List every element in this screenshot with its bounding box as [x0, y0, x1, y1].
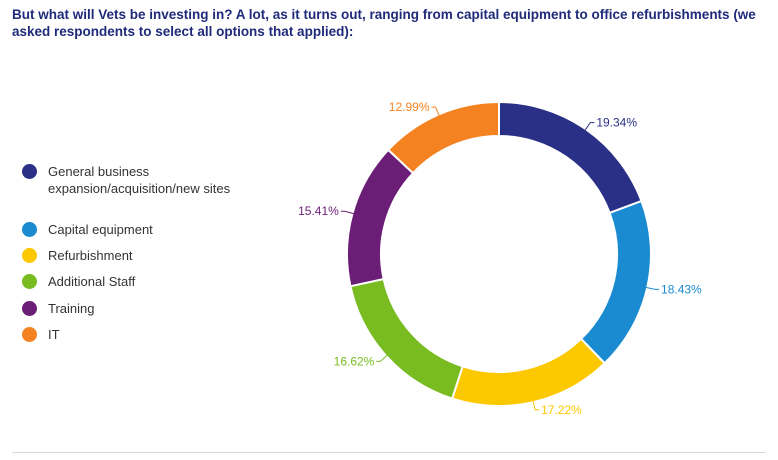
slice-label-3: 16.62%	[334, 354, 375, 368]
legend-item-additional-staff[interactable]: Additional Staff	[22, 273, 232, 300]
leader-line-4	[340, 210, 355, 215]
legend-label: IT	[48, 327, 60, 342]
slice-label-4: 15.41%	[298, 204, 339, 218]
leader-line-0	[584, 122, 595, 132]
slice-label-2: 17.22%	[541, 403, 582, 417]
legend-swatch	[22, 248, 37, 263]
chart-title: But what will Vets be investing in? A lo…	[12, 7, 756, 39]
legend-label: Additional Staff	[48, 274, 136, 289]
slice-label-1: 18.43%	[661, 282, 702, 296]
slice-label-0: 19.34%	[596, 116, 637, 130]
leader-line-5	[431, 106, 440, 117]
legend-swatch	[22, 274, 37, 289]
leader-line-1	[645, 286, 660, 290]
legend-label: Refurbishment	[48, 248, 133, 263]
donut-slice-4[interactable]	[346, 148, 415, 288]
legend-item-refurbishment[interactable]: Refurbishment	[22, 247, 232, 273]
slice-label-5: 12.99%	[389, 100, 430, 114]
legend-swatch	[22, 164, 37, 179]
legend-label: Capital equipment	[48, 222, 153, 237]
donut-slice-1[interactable]	[579, 199, 652, 365]
donut-slice-2[interactable]	[450, 337, 607, 407]
donut-slice-5[interactable]	[386, 100, 500, 175]
legend-swatch	[22, 327, 37, 342]
legend-swatch	[22, 222, 37, 237]
leader-line-3	[376, 354, 389, 362]
legend-item-it[interactable]: IT	[22, 326, 232, 352]
divider	[12, 452, 766, 453]
legend-swatch	[22, 301, 37, 316]
legend-item-general-business[interactable]: General business expansion/acquisition/n…	[22, 163, 232, 221]
donut-slice-3[interactable]	[349, 277, 464, 400]
legend: General business expansion/acquisition/n…	[22, 163, 232, 352]
legend-label: Training	[48, 301, 95, 316]
legend-item-capital-equipment[interactable]: Capital equipment	[22, 221, 232, 247]
leader-line-2	[532, 400, 540, 411]
legend-item-training[interactable]: Training	[22, 300, 232, 326]
legend-label: General business expansion/acquisition/n…	[48, 164, 231, 196]
